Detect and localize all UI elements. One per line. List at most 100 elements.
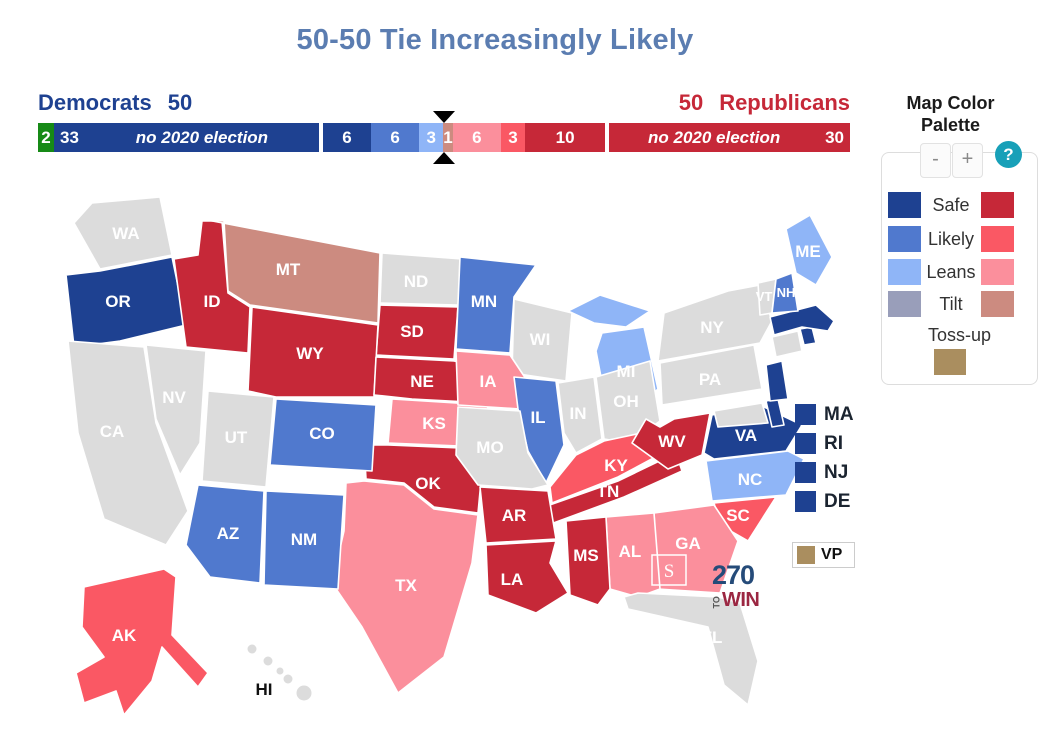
state-label-mi: MI — [617, 362, 636, 381]
state-label-wa: WA — [112, 224, 139, 243]
callout-label-ri: RI — [824, 432, 843, 454]
state-label-ak: AK — [112, 626, 137, 645]
bar-segment-safe_d-33: 33 no 2020 election — [54, 123, 319, 152]
bar-segment-safe_d-6: 6 — [322, 123, 372, 152]
state-ak[interactable] — [75, 568, 209, 716]
state-ms[interactable] — [565, 516, 611, 606]
state-label-wy: WY — [296, 344, 324, 363]
callout-nj[interactable]: NJ — [795, 462, 854, 483]
callout-swatch-nj — [795, 462, 816, 483]
state-label-mo: MO — [476, 438, 503, 457]
state-md[interactable] — [713, 402, 769, 428]
state-label-in: IN — [570, 404, 587, 423]
bar-segment-note: no 2020 election — [648, 128, 781, 147]
state-label-mt: MT — [276, 260, 301, 279]
palette-panel: Safe Likely Leans Tilt Toss-up — [881, 152, 1038, 385]
page-title: 50-50 Tie Increasingly Likely — [296, 24, 694, 56]
bar-segment-note: no 2020 election — [135, 128, 269, 147]
state-az[interactable] — [185, 484, 265, 584]
democrats-count: 50 — [167, 90, 193, 115]
state-label-hi: HI — [256, 680, 273, 699]
state-mo[interactable] — [455, 406, 549, 490]
state-co[interactable] — [269, 398, 377, 472]
state-in[interactable] — [557, 376, 603, 454]
state-label-id: ID — [204, 292, 221, 311]
callout-swatch-de — [795, 491, 816, 512]
state-ma[interactable] — [769, 304, 835, 336]
state-wy[interactable] — [247, 306, 379, 398]
state-label-ca: CA — [100, 422, 125, 441]
state-fl[interactable] — [623, 592, 759, 706]
state-label-sc: SC — [726, 506, 750, 525]
help-icon[interactable]: ? — [995, 141, 1022, 168]
state-label-ks: KS — [422, 414, 446, 433]
seat-bar: 2 33 no 2020 election 6 6 3 1 6 3 10 no 2020 elect… — [38, 123, 850, 152]
270towin-logo: 270 TO WIN — [712, 562, 760, 611]
state-la[interactable] — [485, 540, 569, 614]
state-nh[interactable] — [771, 272, 799, 314]
state-hi[interactable] — [246, 643, 258, 655]
state-label-me: ME — [795, 242, 821, 261]
palette-shrink-button[interactable]: - — [920, 143, 951, 178]
state-label-ky: KY — [604, 456, 628, 475]
state-ri[interactable] — [799, 326, 817, 346]
state-label-pa: PA — [699, 370, 721, 389]
state-label-ia: IA — [480, 372, 497, 391]
state-label-tn: TN — [597, 482, 620, 501]
callout-swatch-ri — [795, 433, 816, 454]
state-label-fl: FL — [702, 628, 723, 647]
state-wv[interactable] — [631, 412, 711, 470]
state-ct[interactable] — [771, 330, 803, 358]
state-label-oh: OH — [613, 392, 639, 411]
tie-marker-bottom[interactable] — [433, 152, 455, 164]
state-label-ut: UT — [225, 428, 248, 447]
palette-row-tilt: Tilt — [882, 291, 1037, 317]
state-hi[interactable] — [295, 684, 313, 702]
state-ok[interactable] — [363, 444, 485, 514]
republicans-count: 50 — [678, 90, 704, 115]
state-nj[interactable] — [765, 360, 789, 402]
state-label-ar: AR — [502, 506, 527, 525]
callout-ri[interactable]: RI — [795, 433, 854, 454]
state-label-nm: NM — [291, 530, 317, 549]
state-label-co: CO — [309, 424, 335, 443]
state-ut[interactable] — [201, 390, 275, 488]
state-nm[interactable] — [263, 490, 345, 590]
palette-swatch-tilt-dem — [888, 291, 921, 317]
bar-segment-likely_d-6: 6 — [371, 123, 420, 152]
state-mi[interactable] — [567, 294, 651, 328]
state-ca[interactable] — [67, 340, 189, 546]
palette-swatch-leans-rep — [981, 259, 1014, 285]
state-label-ne: NE — [410, 372, 434, 391]
callout-label-ma: MA — [824, 403, 854, 425]
callout-ma[interactable]: MA — [795, 404, 854, 425]
state-id[interactable] — [173, 220, 251, 354]
small-state-callouts: MA RI NJ DE — [795, 404, 854, 520]
callout-label-nj: NJ — [824, 461, 849, 483]
state-wa[interactable] — [73, 196, 173, 270]
state-pa[interactable] — [659, 344, 763, 406]
tie-marker-top[interactable] — [433, 111, 455, 123]
state-mt[interactable] — [201, 218, 381, 324]
state-mn[interactable] — [455, 256, 537, 354]
georgia-special-box[interactable] — [651, 554, 687, 586]
state-me[interactable] — [785, 214, 833, 286]
state-nv[interactable] — [145, 344, 207, 476]
state-label-ms: MS — [573, 546, 599, 565]
vp-box[interactable]: VP — [792, 542, 855, 568]
state-hi[interactable] — [282, 673, 294, 685]
bar-segment-count: 30 — [825, 128, 844, 147]
state-hi[interactable] — [262, 655, 274, 667]
state-ar[interactable] — [479, 486, 557, 544]
palette-swatch-safe-dem — [888, 192, 921, 218]
callout-swatch-ma — [795, 404, 816, 425]
vp-label: VP — [821, 546, 843, 563]
palette-swatch-likely-dem — [888, 226, 921, 252]
state-label-ok: OK — [415, 474, 441, 493]
state-label-vt: VT — [756, 289, 773, 304]
palette-enlarge-button[interactable]: + — [952, 143, 983, 178]
state-hi[interactable] — [275, 666, 285, 676]
callout-de[interactable]: DE — [795, 491, 854, 512]
state-label-az: AZ — [217, 524, 240, 543]
